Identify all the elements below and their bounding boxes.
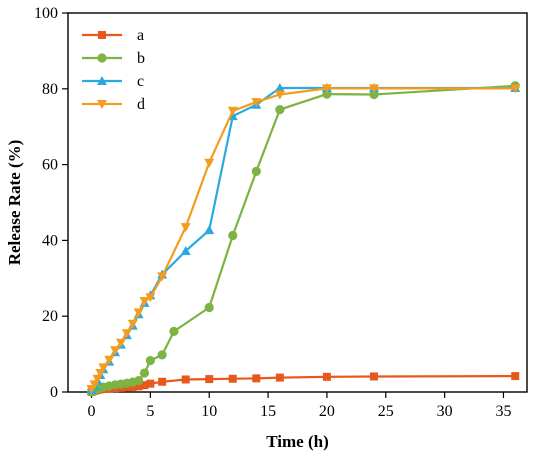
legend-marker [97, 100, 107, 109]
series-d-point [204, 158, 215, 168]
y-tick-label: 20 [42, 308, 58, 325]
y-tick-label: 40 [42, 232, 58, 249]
legend-label: c [137, 73, 144, 90]
series-d-point [251, 98, 262, 108]
series-c-point [274, 83, 285, 93]
x-tick-label: 0 [88, 403, 96, 420]
series-b-point [228, 230, 238, 241]
plot-frame [67, 12, 528, 393]
legend-label: b [137, 50, 145, 67]
series-a-point [370, 372, 378, 381]
legend-item-d: d [82, 96, 145, 113]
series-d [86, 84, 521, 394]
y-axis-title: Release Rate (%) [5, 140, 24, 266]
legend-item-c: c [82, 73, 144, 90]
legend-label: a [137, 27, 144, 44]
x-tick-label: 25 [378, 403, 394, 420]
series-d-point [115, 338, 126, 348]
series-b-point [204, 302, 214, 313]
series-d-point [145, 293, 156, 303]
y-tick-label: 0 [50, 384, 58, 401]
legend-marker [98, 31, 106, 39]
series-b-point [169, 326, 179, 336]
plot-area [67, 12, 528, 393]
series-a-point [140, 381, 149, 390]
series-a-point [205, 375, 214, 384]
legend-label: d [137, 96, 145, 113]
series-d-point [127, 319, 138, 329]
x-tick-label: 30 [437, 403, 453, 420]
series-a-point [228, 374, 237, 383]
series-c-point [204, 225, 215, 235]
series-d-point [227, 106, 238, 116]
series-d-line [90, 87, 516, 390]
series-a-point [322, 372, 331, 381]
series-b-point [369, 89, 379, 100]
x-axis-title: Time (h) [266, 432, 329, 451]
series-b-point [157, 350, 167, 360]
x-tick-label: 5 [146, 403, 154, 420]
series-d-point [98, 363, 109, 373]
series-b-point [275, 105, 285, 115]
x-tick-label: 10 [201, 403, 217, 420]
y-tick-label: 60 [42, 157, 58, 174]
legend-marker [97, 53, 107, 63]
x-tick-label: 15 [260, 403, 276, 420]
series-d-point [157, 272, 168, 282]
x-tick-label: 20 [319, 403, 335, 420]
series-d-point [110, 346, 121, 356]
series-d-point [274, 90, 285, 100]
series-b-point [251, 166, 261, 177]
series-d-point [121, 329, 132, 339]
series-a-point [181, 375, 190, 384]
series-a-point [252, 374, 261, 383]
series-a-point [128, 383, 137, 392]
series-c [86, 83, 521, 395]
legend-item-b: b [82, 50, 145, 67]
series-b [86, 81, 520, 397]
legend-marker [97, 76, 107, 85]
series-d-point [139, 297, 150, 307]
y-axis: 0 20 40 60 80 100 [34, 5, 68, 401]
series-d-point [510, 84, 521, 94]
y-tick-label: 100 [34, 5, 58, 22]
series-a-point [134, 382, 143, 391]
x-tick-label: 35 [495, 403, 511, 420]
legend-item-a: a [82, 27, 144, 44]
series-d-point [369, 84, 379, 94]
series-b-point [145, 355, 155, 366]
series-d-point [104, 355, 115, 365]
y-tick-label: 80 [42, 81, 58, 98]
series-d-point [180, 223, 191, 233]
series-d-point [321, 84, 332, 94]
series-b-line [91, 84, 516, 393]
series-layer [86, 81, 521, 397]
series-a-point [511, 372, 520, 381]
series-b-point [139, 368, 150, 378]
series-d-point [133, 308, 144, 318]
series-a-point [275, 373, 284, 382]
series-b-point [134, 376, 144, 386]
series-c-line [90, 86, 516, 391]
series-c-point [180, 246, 191, 256]
x-axis: 0 5 10 15 20 25 30 35 [88, 392, 511, 420]
series-a-line [91, 375, 516, 394]
series-a-point [158, 377, 167, 386]
series-a-point [146, 379, 155, 388]
